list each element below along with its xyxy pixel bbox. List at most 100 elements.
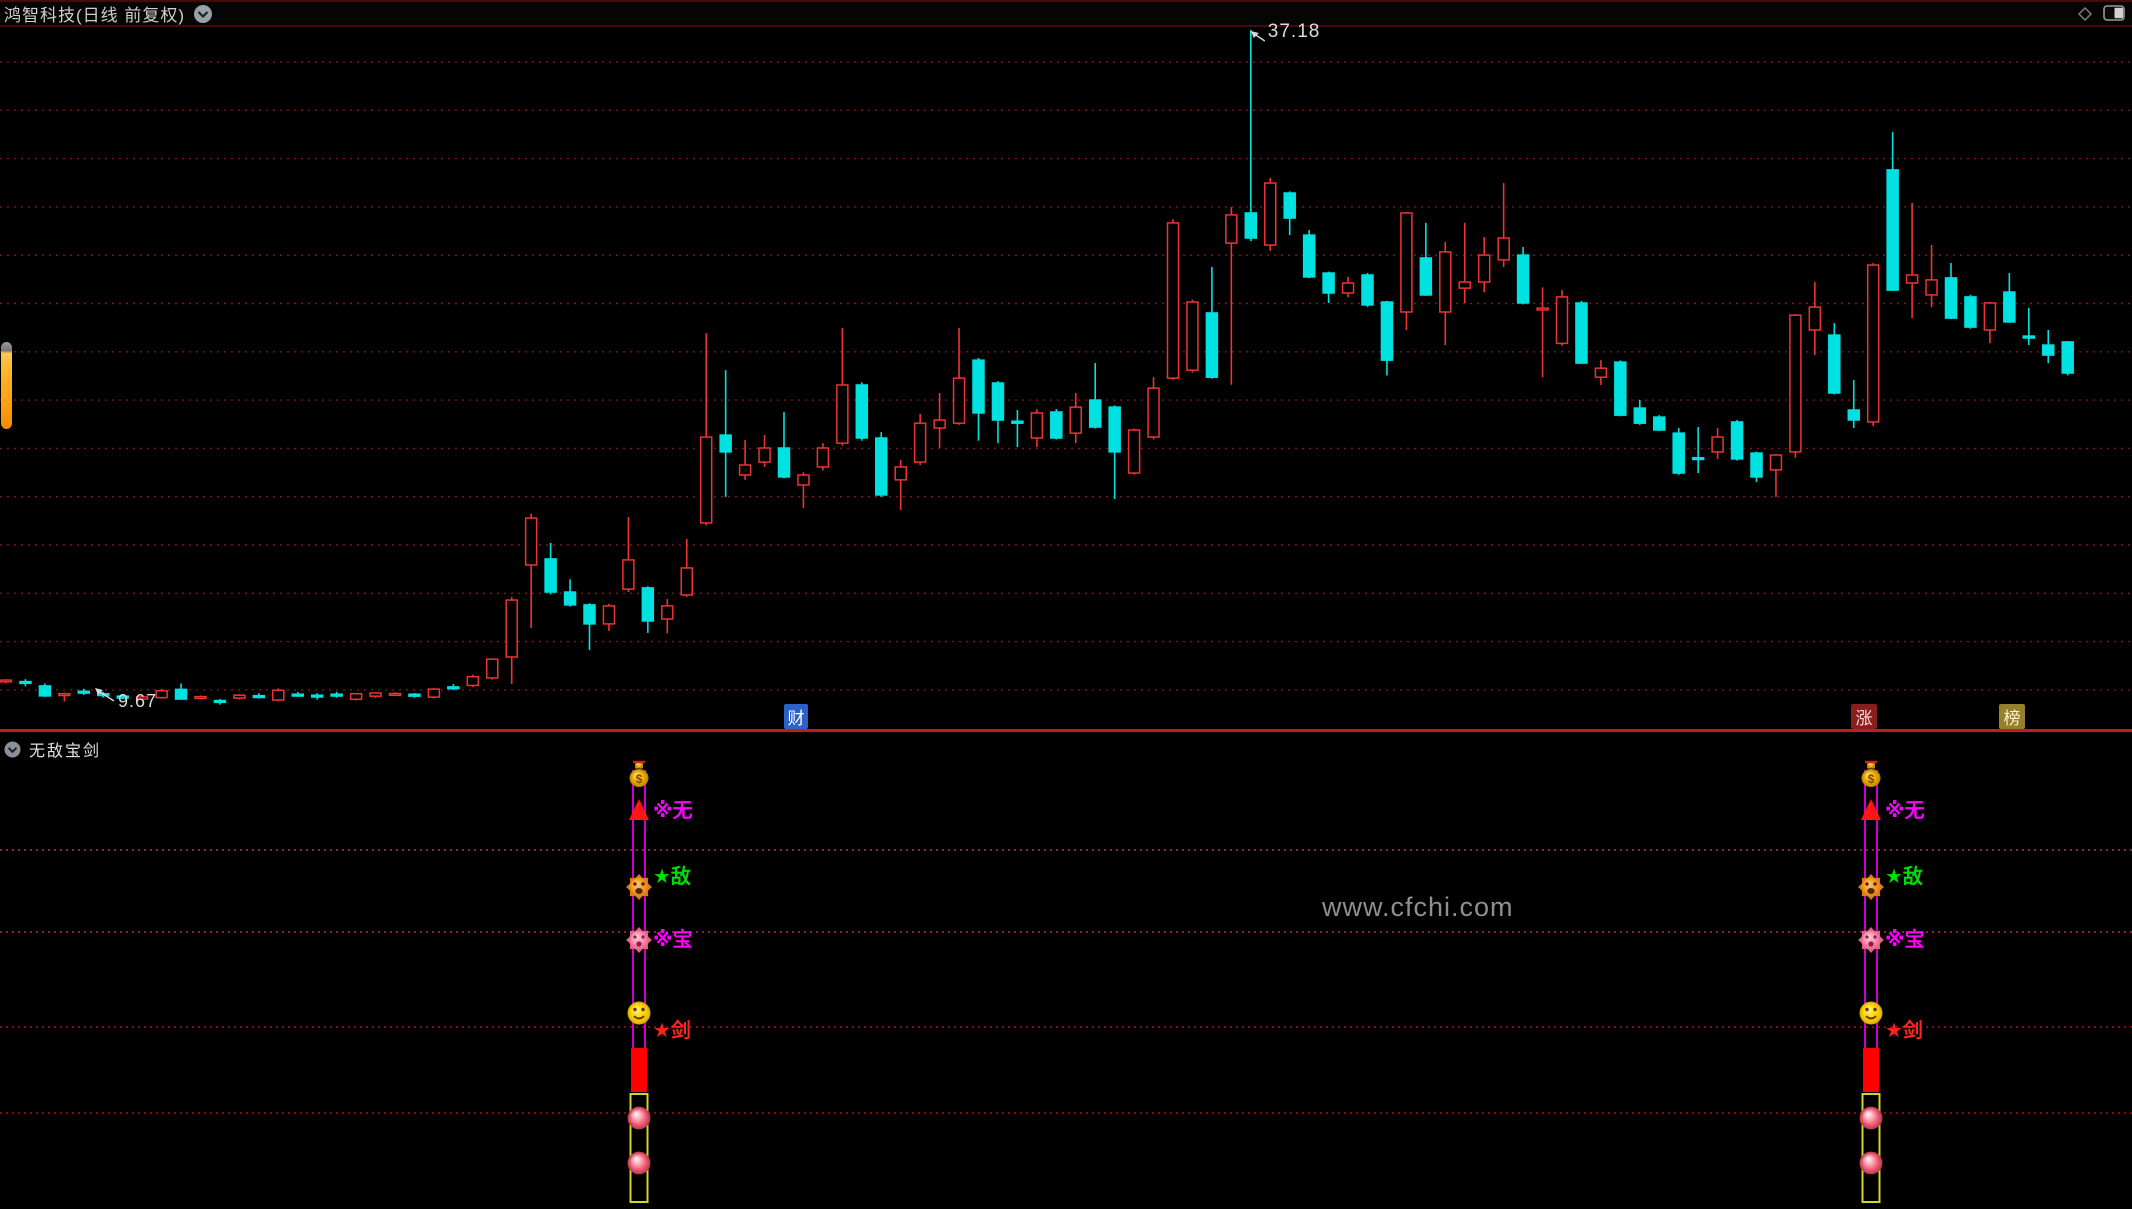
candle-body: [1108, 406, 1121, 453]
signal-column: $ ※无 ★敌 ※宝 ★剑: [626, 760, 692, 1203]
candle-body: [1166, 222, 1180, 379]
candle-body: [1944, 277, 1958, 319]
signal-label: ★敌: [1885, 864, 1923, 888]
chip-bang[interactable]: 榜: [1999, 704, 2025, 729]
candle-body: [1400, 212, 1413, 313]
smiley-face-icon: [1859, 1001, 1883, 1025]
candle-body: [1516, 254, 1530, 304]
candle-body: [1283, 192, 1296, 219]
red-bar: [631, 1048, 647, 1092]
candle-body: [1186, 301, 1199, 371]
candle-body: [1302, 234, 1316, 278]
candle-body: [933, 419, 946, 429]
candle-body: [1477, 254, 1491, 283]
candle-body: [291, 693, 304, 697]
candle-body: [1983, 302, 1997, 331]
title-bar: 鸿智科技(日线 前复权): [0, 0, 2132, 27]
signal-label: ※无: [653, 800, 692, 822]
candle-body: [505, 599, 518, 658]
candle-body: [0, 679, 13, 683]
chip-cai[interactable]: 财: [784, 704, 808, 729]
candy-ball-icon: [1859, 1151, 1883, 1175]
candle-body: [1341, 282, 1355, 294]
red-bar: [1863, 1048, 1879, 1092]
svg-text:$: $: [1868, 772, 1875, 786]
candle-body: [1264, 182, 1277, 246]
candle-body: [213, 699, 227, 704]
grin-face-icon: [1858, 874, 1884, 900]
annotation-arrowhead: [1250, 31, 1259, 38]
candle-body: [2061, 341, 2074, 374]
candle-body: [1691, 456, 1705, 461]
candle-body: [2003, 291, 2016, 323]
candle-body: [486, 658, 499, 679]
candle-body: [233, 694, 246, 699]
candy-ball-icon: [627, 1151, 651, 1175]
candle-body: [1069, 406, 1082, 434]
candle-body: [1225, 214, 1238, 244]
candle-body: [1633, 407, 1647, 424]
smiley-face-icon: [627, 1001, 651, 1025]
candle-body: [427, 688, 441, 698]
chevron-down-circle-icon[interactable]: [4, 741, 21, 758]
candle-body: [77, 690, 91, 694]
candle-body: [447, 686, 460, 690]
signal-label: ※宝: [653, 927, 692, 951]
candle-body: [699, 436, 713, 524]
candle-body: [1030, 412, 1044, 439]
money-bag-icon: $: [1861, 760, 1881, 787]
candle-body: [1808, 306, 1822, 331]
candle-body: [894, 466, 907, 481]
candle-body: [1886, 169, 1899, 291]
chip-zhang[interactable]: 涨: [1851, 704, 1877, 729]
candle-body: [1769, 454, 1783, 471]
stock-title: 鸿智科技(日线 前复权): [4, 6, 186, 25]
candle-body: [738, 464, 752, 476]
signal-label: ※宝: [1885, 927, 1924, 951]
signal-label: ★剑: [653, 1018, 691, 1042]
candle-body: [544, 558, 557, 593]
money-bag-icon: $: [629, 760, 649, 787]
candle-body: [797, 474, 810, 486]
candle-body: [1011, 420, 1024, 424]
chevron-down-circle-icon[interactable]: [193, 4, 213, 24]
candle-body: [19, 680, 32, 685]
candle-body: [855, 384, 869, 439]
candle-body: [602, 605, 616, 625]
split-window-icon[interactable]: [2103, 5, 2126, 22]
candle-body: [1458, 281, 1471, 289]
candy-ball-icon: [627, 1106, 651, 1130]
candle-body: [1439, 251, 1452, 313]
candle-body: [369, 692, 382, 697]
scroll-slider[interactable]: [1, 342, 12, 429]
diamond-icon[interactable]: [2077, 6, 2093, 22]
signal-label: ★剑: [1885, 1018, 1923, 1042]
candle-body: [1380, 301, 1394, 361]
candle-body: [758, 447, 771, 463]
svg-text:$: $: [636, 772, 643, 786]
candle-body: [1088, 399, 1102, 428]
candle-body: [972, 359, 985, 414]
yellow-box: [629, 1093, 649, 1203]
candle-body: [1244, 212, 1258, 239]
candle-body: [1653, 416, 1666, 431]
candle-body: [272, 689, 285, 701]
candle-body: [174, 688, 188, 700]
grin-face-icon: [626, 874, 652, 900]
candle-body: [408, 693, 421, 697]
up-triangle-icon: [1861, 799, 1881, 820]
candle-body: [952, 377, 966, 424]
candle-body: [1672, 432, 1685, 474]
blush-face-icon: [626, 927, 652, 953]
candle-body: [2042, 344, 2055, 356]
high-price-annotation: 37.18: [1267, 21, 1321, 42]
low-price-annotation: 9.67: [118, 691, 158, 711]
indicator-panel-header: 无敌宝剑: [4, 737, 101, 761]
yellow-box: [1861, 1093, 1881, 1203]
candle-body: [836, 384, 849, 444]
candle-body: [1361, 274, 1374, 306]
candle-body: [641, 587, 655, 622]
signal-column: $ ※无 ★敌 ※宝 ★剑: [1858, 760, 1924, 1203]
candle-body: [388, 692, 402, 697]
